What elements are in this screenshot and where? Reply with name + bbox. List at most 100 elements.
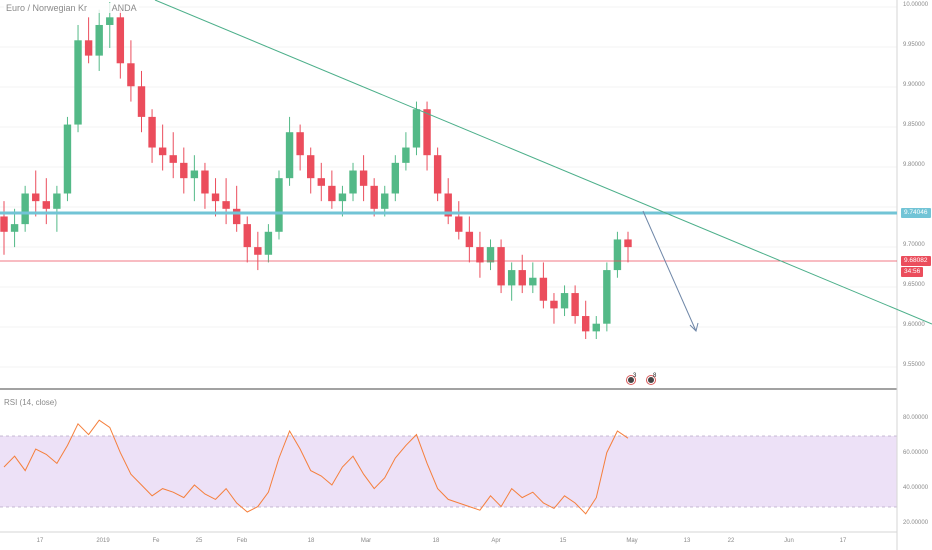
price-tick: 9.70000 bbox=[903, 242, 925, 248]
rsi-indicator-label: RSI (14, close) bbox=[4, 398, 57, 407]
candle bbox=[581, 300, 590, 340]
candle bbox=[169, 132, 177, 179]
bar-countdown-tag: 34:56 bbox=[901, 267, 924, 277]
event-icon bbox=[628, 377, 634, 383]
time-tick: 15 bbox=[559, 538, 567, 544]
candle bbox=[243, 216, 251, 263]
candle bbox=[592, 316, 600, 340]
price-tick: 9.80000 bbox=[903, 162, 925, 168]
time-tick: Jun bbox=[784, 538, 794, 544]
candle bbox=[137, 70, 146, 133]
event-marker[interactable]: 3 bbox=[626, 373, 637, 385]
candle bbox=[402, 132, 410, 171]
candle bbox=[381, 185, 389, 217]
chart-title: Euro / Norwegian Kr ANDA bbox=[4, 3, 139, 13]
candle bbox=[53, 185, 61, 232]
candle bbox=[21, 185, 29, 232]
time-tick: 25 bbox=[195, 538, 203, 544]
candle bbox=[307, 147, 315, 194]
candle bbox=[232, 185, 241, 232]
time-tick: Fe bbox=[152, 538, 160, 544]
source-label: ANDA bbox=[111, 3, 137, 13]
price-tick: 9.55000 bbox=[903, 362, 925, 368]
rsi-tick: 60.00000 bbox=[903, 450, 929, 456]
candle bbox=[550, 293, 558, 324]
candle bbox=[359, 155, 368, 202]
price-tick: 9.65000 bbox=[903, 282, 925, 288]
candle bbox=[412, 101, 421, 156]
candle bbox=[560, 285, 569, 317]
candle bbox=[127, 40, 135, 102]
candle bbox=[391, 155, 400, 202]
candle bbox=[254, 231, 262, 271]
candle bbox=[0, 201, 8, 255]
candlestick-series bbox=[0, 2, 632, 340]
rsi-overbought-oversold-band bbox=[0, 436, 897, 507]
symbol-name: Euro / Norwegian Kr bbox=[6, 3, 88, 13]
candle bbox=[95, 9, 103, 71]
candle bbox=[539, 262, 548, 309]
candle bbox=[433, 147, 442, 202]
candle bbox=[285, 116, 294, 186]
time-tick: Feb bbox=[236, 538, 248, 544]
time-tick: 22 bbox=[727, 538, 735, 544]
candle bbox=[370, 178, 378, 217]
candle bbox=[190, 155, 199, 202]
time-tick: 18 bbox=[307, 538, 315, 544]
candle bbox=[10, 208, 19, 248]
time-tick: 13 bbox=[683, 538, 691, 544]
candle bbox=[338, 185, 347, 217]
level-price-tag: 9.74046 bbox=[901, 208, 931, 218]
last-price-tag: 9.68082 bbox=[901, 256, 931, 266]
candle bbox=[571, 285, 579, 324]
event-count: 3 bbox=[633, 373, 637, 379]
price-tick: 10.00000 bbox=[903, 2, 929, 8]
time-tick: 2019 bbox=[96, 538, 110, 544]
candle bbox=[211, 178, 220, 217]
rsi-tick: 40.00000 bbox=[903, 485, 929, 491]
candle bbox=[455, 201, 463, 240]
projection-arrow[interactable] bbox=[642, 210, 699, 332]
candle bbox=[275, 170, 283, 240]
candle bbox=[180, 147, 188, 194]
candle bbox=[328, 170, 336, 209]
candle bbox=[349, 162, 357, 202]
candle bbox=[624, 231, 632, 263]
candle bbox=[476, 231, 484, 278]
candle bbox=[201, 162, 209, 209]
candle bbox=[613, 231, 622, 278]
candle bbox=[296, 124, 304, 171]
time-tick: 17 bbox=[839, 538, 847, 544]
price-tick: 9.95000 bbox=[903, 42, 925, 48]
candle bbox=[42, 178, 51, 225]
price-tick: 9.60000 bbox=[903, 322, 925, 328]
candle bbox=[603, 262, 611, 332]
candle bbox=[63, 116, 72, 202]
candle bbox=[264, 224, 273, 263]
time-tick: Apr bbox=[491, 538, 501, 544]
time-tick: 17 bbox=[36, 538, 44, 544]
event-icon bbox=[648, 377, 654, 383]
candle bbox=[444, 178, 452, 225]
time-tick: Mar bbox=[360, 538, 372, 544]
candle bbox=[222, 178, 230, 225]
price-tick: 9.85000 bbox=[903, 122, 925, 128]
candle bbox=[486, 239, 495, 271]
candle bbox=[84, 17, 93, 64]
candle bbox=[158, 124, 167, 171]
rsi-line bbox=[3, 419, 629, 515]
event-count: 8 bbox=[653, 373, 657, 379]
candle bbox=[148, 109, 156, 163]
descending-trendline[interactable] bbox=[154, 0, 932, 325]
time-tick: 18 bbox=[432, 538, 440, 544]
price-tick: 9.90000 bbox=[903, 82, 925, 88]
candle bbox=[317, 162, 325, 202]
candle bbox=[32, 170, 40, 217]
candle bbox=[74, 24, 82, 133]
candle bbox=[116, 9, 125, 79]
time-tick: May bbox=[626, 538, 638, 544]
candle bbox=[529, 262, 537, 294]
event-marker[interactable]: 8 bbox=[646, 373, 657, 385]
candle bbox=[465, 216, 474, 263]
